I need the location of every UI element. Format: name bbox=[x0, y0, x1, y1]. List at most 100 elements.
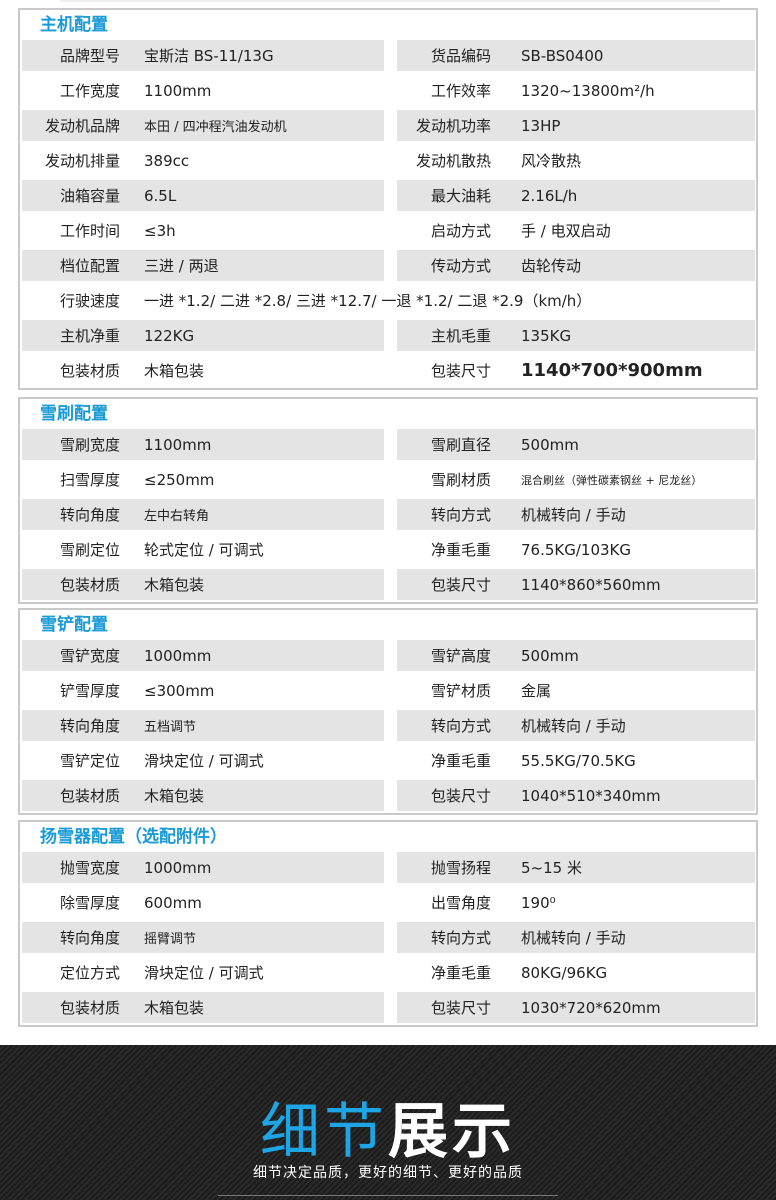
spec-value: ≤250mm bbox=[144, 470, 215, 489]
spec-value: 五档调节 bbox=[144, 720, 197, 735]
spec-cell: 转向方式 机械转向 / 手动 bbox=[397, 499, 755, 530]
spec-label: 启动方式 bbox=[430, 222, 491, 240]
spec-value: 1040*510*340mm bbox=[521, 786, 661, 805]
spec-cell: 包装尺寸 1140*860*560mm bbox=[397, 569, 755, 600]
spec-cell: 雪刷直径 500mm bbox=[397, 429, 755, 460]
spec-label: 净重毛重 bbox=[430, 752, 491, 770]
spec-cell: 包装材质 木箱包装 bbox=[22, 780, 384, 811]
spec-cell: 发动机品牌 本田 / 四冲程汽油发动机 bbox=[22, 110, 384, 141]
spec-value: 6.5L bbox=[144, 186, 177, 205]
spec-label: 包装尺寸 bbox=[430, 999, 491, 1017]
spec-cell: 雪铲宽度 1000mm bbox=[22, 640, 384, 671]
spec-row: 主机净重 122KG 主机毛重 135KG bbox=[20, 318, 756, 353]
spec-value: 一进 *1.2/ 二进 *2.8/ 三进 *12.7/ 一退 *1.2/ 二退 … bbox=[144, 292, 592, 310]
spec-value: 1100mm bbox=[144, 435, 212, 454]
spec-cell: 定位方式 滑块定位 / 可调式 bbox=[22, 957, 384, 988]
spec-cell: 启动方式 手 / 电双启动 bbox=[397, 215, 755, 246]
spec-cell: 包装材质 木箱包装 bbox=[22, 355, 384, 386]
spec-label: 货品编码 bbox=[430, 47, 491, 65]
spec-value: 2.16L/h bbox=[521, 186, 578, 205]
spec-row: 抛雪宽度 1000mm 抛雪扬程 5~15 米 bbox=[20, 850, 756, 885]
spec-cell: 主机净重 122KG bbox=[22, 320, 384, 351]
spec-label: 工作时间 bbox=[59, 222, 120, 240]
spec-section: 主机配置 品牌型号 宝斯洁 BS-11/13G 货品编码 SB-BS0400 工作宽度 11… bbox=[18, 8, 758, 390]
spec-cell: 抛雪扬程 5~15 米 bbox=[397, 852, 755, 883]
banner-title-blue: 细节 bbox=[260, 1097, 388, 1167]
spec-cell: 转向角度 左中右转角 bbox=[22, 499, 384, 530]
spec-value: 左中右转角 bbox=[144, 509, 210, 524]
spec-cell: 包装材质 木箱包装 bbox=[22, 569, 384, 600]
spec-label: 行驶速度 bbox=[59, 292, 120, 310]
banner-title: 细节展示 bbox=[0, 1083, 776, 1170]
spec-value: 轮式定位 / 可调式 bbox=[144, 541, 264, 559]
spec-cell: 抛雪宽度 1000mm bbox=[22, 852, 384, 883]
spec-value: 1140*860*560mm bbox=[521, 575, 661, 594]
spec-label: 铲雪厚度 bbox=[59, 682, 120, 700]
spec-value: 木箱包装 bbox=[144, 999, 205, 1017]
spec-cell: 主机毛重 135KG bbox=[397, 320, 755, 351]
spec-cell: 雪铲高度 500mm bbox=[397, 640, 755, 671]
spec-value: 76.5KG/103KG bbox=[521, 540, 632, 559]
spec-row: 档位配置 三进 / 两退 传动方式 齿轮传动 bbox=[20, 248, 756, 283]
spec-cell: 货品编码 SB-BS0400 bbox=[397, 40, 755, 71]
spec-cell: 工作效率 1320~13800m²/h bbox=[397, 75, 755, 106]
spec-value: 机械转向 / 手动 bbox=[521, 506, 626, 524]
spec-label: 档位配置 bbox=[59, 257, 120, 275]
spec-value: 600mm bbox=[144, 893, 202, 912]
spec-value: 手 / 电双启动 bbox=[521, 222, 611, 240]
spec-label: 主机净重 bbox=[59, 327, 120, 345]
spec-label: 传动方式 bbox=[430, 257, 491, 275]
spec-section: 扬雪器配置（选配附件） 抛雪宽度 1000mm 抛雪扬程 5~15 米除雪厚度 600mm… bbox=[18, 820, 758, 1027]
spec-value: 1030*720*620mm bbox=[521, 998, 661, 1017]
spec-value: 三进 / 两退 bbox=[144, 257, 219, 275]
spec-value: 1100mm bbox=[144, 81, 212, 100]
spec-cell: 除雪厚度 600mm bbox=[22, 887, 384, 918]
spec-label: 油箱容量 bbox=[59, 187, 120, 205]
spec-label: 发动机品牌 bbox=[44, 117, 120, 135]
spec-cell: 品牌型号 宝斯洁 BS-11/13G bbox=[22, 40, 384, 71]
spec-cell: 转向角度 五档调节 bbox=[22, 710, 384, 741]
spec-label: 转向角度 bbox=[59, 717, 120, 735]
spec-cell: 发动机功率 13HP bbox=[397, 110, 755, 141]
spec-label: 包装材质 bbox=[59, 362, 120, 380]
section-title: 扬雪器配置（选配附件） bbox=[40, 827, 227, 847]
spec-row: 发动机排量 389cc 发动机散热 风冷散热 bbox=[20, 143, 756, 178]
spec-value: 机械转向 / 手动 bbox=[521, 929, 626, 947]
spec-cell: 档位配置 三进 / 两退 bbox=[22, 250, 384, 281]
spec-row: 雪铲定位 滑块定位 / 可调式 净重毛重 55.5KG/70.5KG bbox=[20, 743, 756, 778]
spec-label: 工作宽度 bbox=[59, 82, 120, 100]
spec-cell: 传动方式 齿轮传动 bbox=[397, 250, 755, 281]
spec-row: 除雪厚度 600mm 出雪角度 190⁰ bbox=[20, 885, 756, 920]
spec-cell: 雪铲材质 金属 bbox=[397, 675, 755, 706]
spec-label: 工作效率 bbox=[430, 82, 491, 100]
spec-label: 包装材质 bbox=[59, 576, 120, 594]
spec-value: ≤3h bbox=[144, 221, 176, 240]
spec-label: 净重毛重 bbox=[430, 964, 491, 982]
spec-section: 雪刷配置 雪刷宽度 1100mm 雪刷直径 500mm 扫雪厚度 ≤250mm 雪刷材质 混合刷… bbox=[18, 397, 758, 604]
spec-row: 工作宽度 1100mm 工作效率 1320~13800m²/h bbox=[20, 73, 756, 108]
spec-cell: 包装材质 木箱包装 bbox=[22, 992, 384, 1023]
spec-value: 55.5KG/70.5KG bbox=[521, 751, 636, 770]
spec-value: 500mm bbox=[521, 435, 579, 454]
section-title: 雪铲配置 bbox=[40, 615, 108, 635]
spec-row: 雪铲宽度 1000mm 雪铲高度 500mm bbox=[20, 638, 756, 673]
detail-banner: 细节展示 细节决定品质，更好的细节、更好的品质 bbox=[0, 1045, 776, 1200]
spec-value: 122KG bbox=[144, 326, 195, 345]
spec-cell: 转向方式 机械转向 / 手动 bbox=[397, 922, 755, 953]
spec-value: 190⁰ bbox=[521, 893, 556, 912]
spec-label: 转向方式 bbox=[430, 929, 491, 947]
spec-row: 包装材质 木箱包装 包装尺寸 1030*720*620mm bbox=[20, 990, 756, 1025]
spec-row: 雪刷定位 轮式定位 / 可调式 净重毛重 76.5KG/103KG bbox=[20, 532, 756, 567]
spec-cell: 净重毛重 80KG/96KG bbox=[397, 957, 755, 988]
spec-row: 行驶速度 一进 *1.2/ 二进 *2.8/ 三进 *12.7/ 一退 *1.2/… bbox=[20, 283, 756, 318]
spec-value: 500mm bbox=[521, 646, 579, 665]
spec-value: 1000mm bbox=[144, 646, 212, 665]
spec-cell: 工作时间 ≤3h bbox=[22, 215, 384, 246]
spec-value: 1000mm bbox=[144, 858, 212, 877]
spec-cell: 包装尺寸 1140*700*900mm bbox=[397, 355, 755, 386]
spec-label: 出雪角度 bbox=[430, 894, 491, 912]
spec-cell: 发动机排量 389cc bbox=[22, 145, 384, 176]
spec-label: 包装尺寸 bbox=[430, 576, 491, 594]
spec-row: 包装材质 木箱包装 包装尺寸 1140*700*900mm bbox=[20, 353, 756, 388]
spec-value: 389cc bbox=[144, 151, 190, 170]
